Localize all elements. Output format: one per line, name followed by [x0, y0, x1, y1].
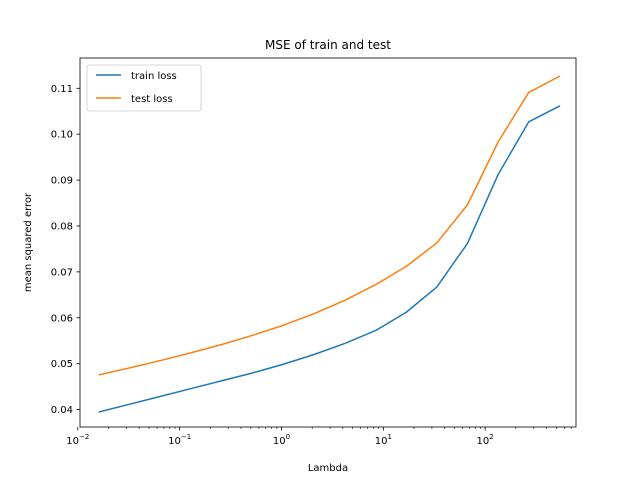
plot-area: 10−2 10−1 100 101 102 0.040.050.060.070.080.… [51, 57, 577, 447]
series-line-test-loss [98, 75, 561, 376]
legend: train loss test loss [86, 64, 202, 112]
chart-title: MSE of train and test [265, 38, 391, 52]
series-line-train-loss [98, 105, 561, 413]
y-axis-label: mean squared error [23, 192, 34, 292]
y-tick-label: 0.09 [51, 176, 73, 187]
x-tick-label: 10−1 [168, 433, 191, 447]
legend-label-train-loss: train loss [131, 71, 177, 82]
axes-frame [79, 57, 577, 428]
series-layer [98, 75, 561, 413]
x-axis-label: Lambda [308, 463, 348, 474]
x-tick-label: 102 [477, 433, 494, 447]
x-tick-label: 10−2 [66, 433, 89, 447]
y-tick-label: 0.05 [51, 359, 73, 370]
y-tick-label: 0.07 [51, 267, 73, 278]
x-axis-ticks: 10−2 10−1 100 101 102 [66, 427, 494, 447]
y-tick-label: 0.08 [51, 221, 73, 232]
y-tick-label: 0.11 [51, 84, 73, 95]
x-axis-minor-ticks [108, 427, 572, 429]
legend-label-test-loss: test loss [131, 94, 173, 105]
y-tick-label: 0.06 [51, 313, 73, 324]
x-tick-label: 100 [273, 433, 290, 447]
y-tick-label: 0.04 [51, 405, 73, 416]
y-axis-ticks: 0.04 0.05 0.06 0.07 0.08 0.09 0.10 0.11 [51, 84, 80, 416]
y-tick-label: 0.10 [51, 130, 73, 141]
x-tick-label: 101 [375, 433, 392, 447]
legend-box [86, 64, 202, 112]
